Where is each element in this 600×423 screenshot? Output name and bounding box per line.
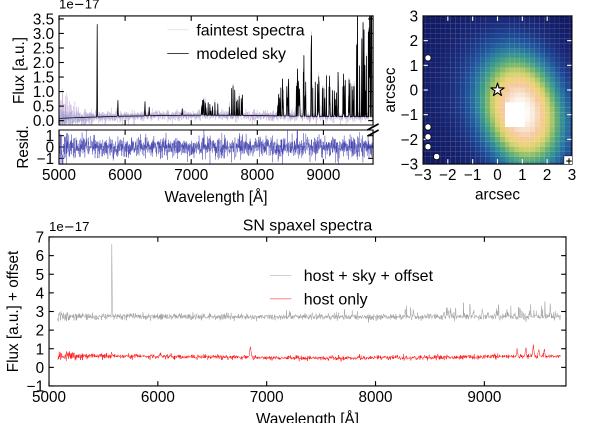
svg-text:5000: 5000 — [42, 167, 76, 184]
svg-text:3: 3 — [410, 9, 419, 26]
svg-text:3.0: 3.0 — [33, 26, 54, 43]
svg-text:1 e 1 7: 1 e 1 7 − — [59, 0, 106, 14]
svg-text:host only: host only — [304, 292, 368, 309]
svg-text:3.5: 3.5 — [33, 11, 54, 28]
svg-text:7000: 7000 — [250, 389, 284, 406]
svg-text:modeled sky: modeled sky — [196, 46, 286, 63]
svg-text:0: 0 — [36, 360, 45, 377]
svg-text:Wavelength [Å]: Wavelength [Å] — [165, 189, 268, 206]
svg-text:8000: 8000 — [240, 167, 274, 184]
svg-text:Resid.: Resid. — [15, 125, 32, 168]
svg-text:5: 5 — [36, 267, 45, 284]
svg-text:1: 1 — [36, 341, 45, 358]
svg-text:faintest spectra: faintest spectra — [196, 22, 304, 39]
svg-text:host + sky + offset: host + sky + offset — [304, 268, 434, 285]
svg-text:−1: −1 — [401, 107, 418, 124]
svg-text:7000: 7000 — [174, 167, 208, 184]
svg-text:Flux [a.u.]: Flux [a.u.] — [11, 37, 28, 104]
svg-text:2: 2 — [410, 33, 419, 50]
svg-text:arcsec: arcsec — [382, 67, 399, 112]
svg-text:1: 1 — [518, 167, 527, 184]
svg-text:−1: −1 — [27, 379, 44, 396]
svg-text:1.5: 1.5 — [33, 70, 54, 87]
svg-text:0: 0 — [493, 167, 501, 184]
svg-text:6000: 6000 — [141, 389, 175, 406]
svg-text:2.0: 2.0 — [33, 55, 54, 72]
svg-text:−1: −1 — [464, 167, 481, 184]
svg-text:3: 3 — [568, 167, 577, 184]
svg-text:9000: 9000 — [306, 167, 340, 184]
svg-text:Flux [a.u.] + offset: Flux [a.u.] + offset — [5, 250, 22, 372]
svg-text:7: 7 — [36, 230, 45, 247]
svg-text:9000: 9000 — [467, 389, 501, 406]
svg-text:1.0: 1.0 — [33, 84, 54, 101]
svg-text:2: 2 — [543, 167, 551, 184]
svg-text:SN spaxel spectra: SN spaxel spectra — [243, 218, 373, 235]
svg-text:arcsec: arcsec — [475, 187, 520, 204]
svg-text:−2: −2 — [401, 132, 418, 149]
svg-text:6: 6 — [36, 248, 45, 265]
svg-text:0: 0 — [410, 83, 419, 100]
svg-text:−3: −3 — [401, 157, 418, 174]
svg-text:1: 1 — [46, 128, 55, 145]
svg-text:Wavelength [Å]: Wavelength [Å] — [256, 411, 359, 423]
svg-text:6000: 6000 — [108, 167, 142, 184]
svg-text:1: 1 — [410, 58, 419, 75]
svg-text:−2: −2 — [439, 167, 456, 184]
svg-text:0.5: 0.5 — [33, 99, 54, 116]
svg-text:2.5: 2.5 — [33, 41, 54, 58]
svg-text:2: 2 — [36, 323, 45, 340]
svg-text:3: 3 — [36, 304, 45, 321]
svg-text:4: 4 — [36, 285, 45, 302]
svg-text:8000: 8000 — [359, 389, 393, 406]
